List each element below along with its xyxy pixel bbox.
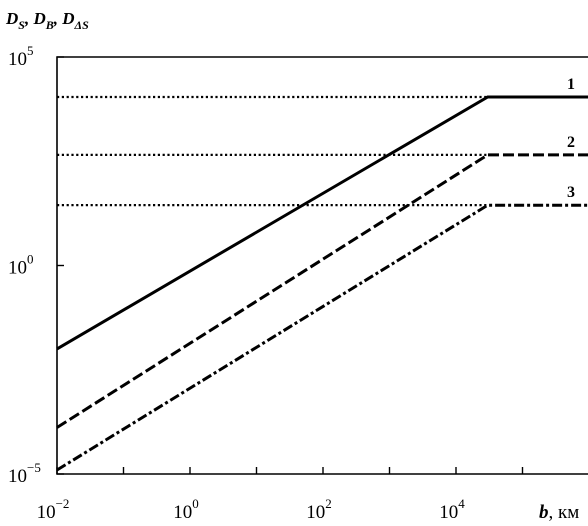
x-tick-label-2-base: 10 bbox=[306, 502, 325, 523]
y-label-sub-1: S bbox=[18, 18, 25, 32]
y-label-sub-2: B bbox=[45, 18, 54, 32]
y-tick-label-0-exp: −5 bbox=[27, 460, 41, 475]
y-tick-label-1-exp: 0 bbox=[27, 252, 34, 267]
x-tick-label-0-exp: −2 bbox=[56, 496, 70, 511]
x-tick-label-2-exp: 2 bbox=[325, 496, 332, 511]
x-tick-label-3-exp: 4 bbox=[458, 496, 465, 511]
y-label-sep-1: , bbox=[24, 9, 34, 28]
x-tick-label-2: 102 bbox=[306, 496, 332, 523]
x-tick-label-1: 100 bbox=[173, 496, 199, 523]
y-tick-label-1-base: 10 bbox=[8, 258, 27, 279]
y-label-var-2: D bbox=[32, 9, 45, 28]
y-label-sep-2: , bbox=[53, 9, 63, 28]
x-label-unit: , км bbox=[549, 502, 580, 523]
y-label-var-3: D bbox=[61, 9, 74, 28]
limit-lines bbox=[57, 95, 488, 207]
y-label-sub-3: ΔS bbox=[74, 18, 90, 32]
curve-label-3: 3 bbox=[567, 184, 575, 201]
y-label-var-1: D bbox=[5, 9, 18, 28]
y-tick-label-0: 10−5 bbox=[8, 460, 41, 487]
y-tick-label-2-exp: 5 bbox=[27, 43, 34, 58]
x-tick-label-0: 10−2 bbox=[37, 496, 70, 523]
x-tick-label-1-exp: 0 bbox=[192, 496, 199, 511]
series-1-line bbox=[56, 95, 588, 351]
x-tick-label-0-base: 10 bbox=[37, 502, 56, 523]
y-axis-label: DS, DB, DΔS bbox=[5, 9, 89, 32]
y-tick-label-2: 105 bbox=[8, 43, 34, 70]
series-3-line bbox=[56, 203, 588, 472]
y-tick-label-1: 100 bbox=[8, 252, 34, 279]
x-tick-label-3: 104 bbox=[439, 496, 465, 523]
series-lines bbox=[56, 95, 588, 472]
x-label-var: b bbox=[539, 502, 549, 523]
curve-labels: 1 2 3 bbox=[567, 76, 575, 201]
y-tick-label-0-base: 10 bbox=[8, 466, 27, 487]
x-tick-label-3-base: 10 bbox=[439, 502, 458, 523]
curve-label-1: 1 bbox=[567, 76, 575, 93]
axis-ticks bbox=[56, 56, 524, 475]
y-tick-label-2-base: 10 bbox=[8, 49, 27, 70]
plot-frame bbox=[56, 56, 588, 475]
x-axis-label: b, км bbox=[539, 502, 579, 523]
series-2-line bbox=[56, 153, 588, 429]
x-tick-label-1-base: 10 bbox=[173, 502, 192, 523]
curve-label-2: 2 bbox=[567, 134, 575, 151]
